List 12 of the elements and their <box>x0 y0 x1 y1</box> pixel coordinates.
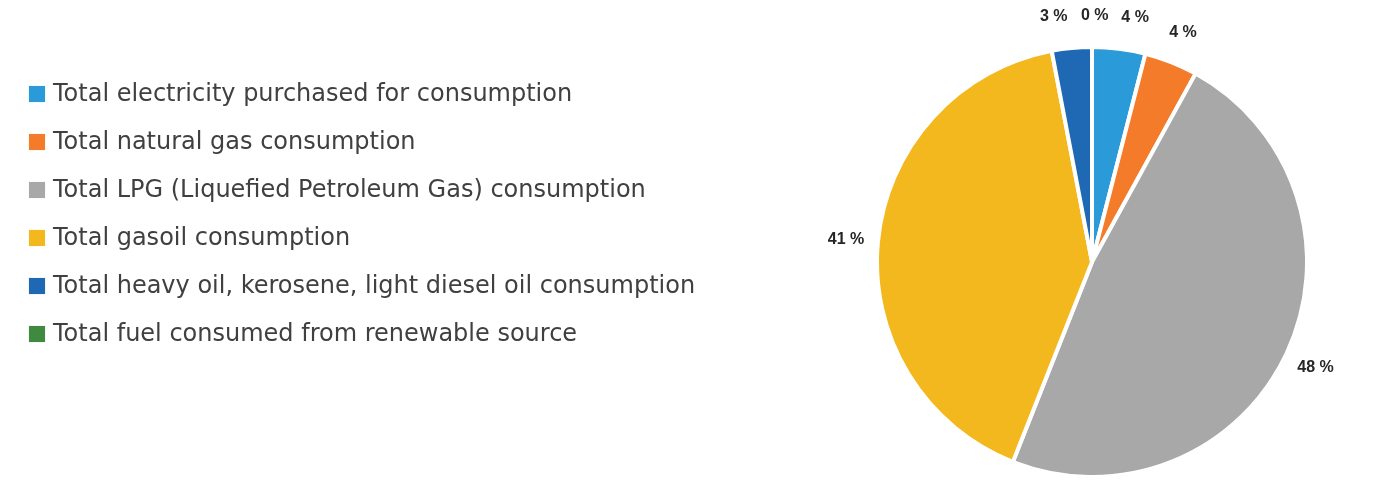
legend-label: Total natural gas consumption <box>52 127 416 155</box>
data-label: 3 % <box>1040 7 1068 25</box>
legend-label: Total electricity purchased for consumption <box>52 79 573 107</box>
legend-label: Total heavy oil, kerosene, light diesel oil consumption <box>52 271 696 299</box>
data-label: 48 % <box>1297 358 1334 376</box>
legend-label: Total LPG (Liquefied Petroleum Gas) consumption <box>52 175 646 203</box>
data-label: 4 % <box>1121 7 1149 25</box>
legend-label: Total fuel consumed from renewable source <box>52 319 578 347</box>
text: 0 % <box>1081 6 1109 23</box>
data-label: 4 % <box>1169 23 1197 41</box>
legend-label: Total gasoil consumption <box>52 223 351 251</box>
data-label: 41 % <box>827 229 865 247</box>
